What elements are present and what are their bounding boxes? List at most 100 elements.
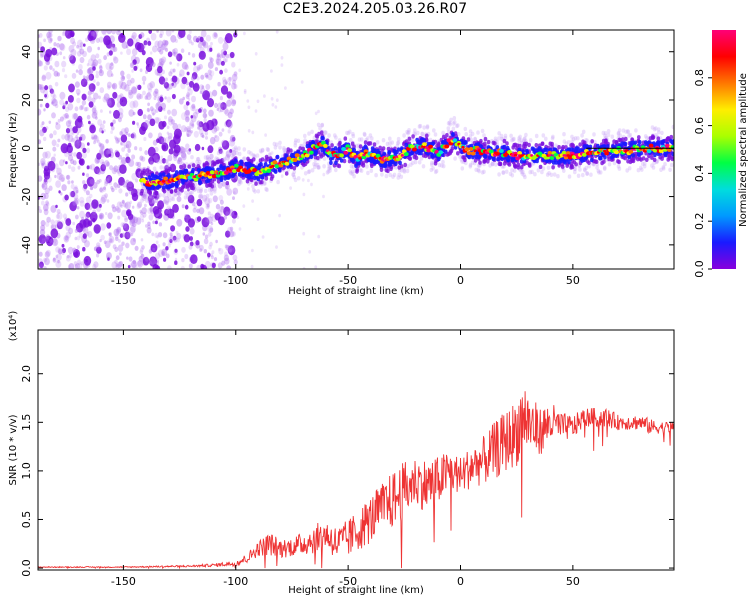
spectrogram-noise-cell — [65, 161, 68, 165]
spectrogram-cell — [253, 189, 257, 194]
spectrogram-noise-cell — [230, 94, 235, 100]
spectrogram-ridge-cell — [648, 143, 654, 148]
spectrogram-cell — [441, 140, 446, 145]
spectrogram-noise-cell — [129, 226, 136, 235]
spectrogram-noise-cell — [302, 192, 306, 197]
spectrogram-ridge-cell — [446, 138, 452, 143]
spectrogram-noise-cell — [106, 97, 112, 104]
spectrogram-noise-cell — [96, 179, 100, 185]
spectrogram-frame — [37, 29, 675, 270]
spectrogram-noise-cell — [120, 70, 125, 77]
spectrogram-noise-cell — [191, 41, 194, 46]
spectrogram-noise-cell — [90, 186, 94, 191]
spectrogram-noise-cell — [44, 150, 51, 159]
spectrogram-noise-cell — [44, 257, 50, 266]
spectrogram-noise-cell — [203, 238, 209, 245]
spectrogram-noise-cell — [119, 201, 124, 207]
spectrogram-noise-cell — [215, 58, 220, 63]
spectrogram-noise-cell — [212, 89, 218, 97]
spectrogram-cell — [292, 169, 297, 175]
spectrogram-noise-cell — [79, 196, 85, 204]
spectrogram-ytick-label: 20 — [20, 93, 33, 107]
spectrogram-cell — [522, 137, 527, 142]
spectrogram-cell — [190, 190, 194, 195]
spectrogram-noise-cell — [116, 229, 120, 234]
spectrogram-cell — [610, 134, 615, 139]
spectrogram-noise-cell — [45, 200, 49, 206]
spectrogram-noise-cell — [168, 116, 173, 123]
spectrogram-noise-cell — [124, 201, 131, 210]
spectrogram-noise-cell — [62, 213, 68, 219]
spectrogram-noise-cell — [91, 61, 97, 69]
spectrogram-noise-cell — [191, 105, 197, 112]
spectrogram-noise-cell — [51, 98, 58, 107]
spectrogram-noise-cell — [275, 98, 279, 102]
spectrogram-noise-cell — [59, 174, 65, 182]
spectrogram-noise-cell — [65, 175, 69, 180]
spectrogram-cell — [532, 149, 536, 154]
spectrogram-noise-cell — [132, 205, 135, 209]
spectrogram-noise-cell — [83, 255, 92, 266]
spectrogram-noise-cell — [210, 222, 214, 226]
spectrogram-cell — [665, 136, 670, 142]
spectrogram-noise-cell — [102, 186, 107, 192]
spectrogram-noise-cell — [243, 90, 247, 95]
spectrogram-cell — [592, 132, 596, 137]
spectrogram-cell — [597, 170, 601, 175]
spectrogram-cell — [551, 134, 555, 139]
spectrogram-cell — [386, 168, 390, 174]
spectrogram-noise-cell — [231, 61, 236, 68]
spectrogram-cell — [650, 125, 655, 130]
spectrogram-noise-cell — [96, 139, 100, 144]
spectrogram-cell — [580, 133, 584, 138]
spectrogram-cell — [483, 158, 488, 163]
spectrogram-noise-cell — [223, 215, 228, 220]
spectrogram-cell — [490, 161, 495, 166]
spectrogram-cell — [293, 177, 298, 183]
spectrogram-noise-cell — [114, 246, 119, 253]
spectrogram-noise-cell — [133, 65, 138, 71]
spectrogram-noise-cell — [48, 185, 53, 191]
spectrogram-noise-cell — [206, 216, 213, 224]
spectrogram-noise-cell — [125, 140, 132, 149]
spectrogram-cell — [469, 137, 474, 143]
spectrogram-noise-cell — [186, 192, 193, 200]
spectrogram-cell — [516, 162, 521, 167]
spectrogram-noise-cell — [186, 92, 191, 98]
spectrogram-cell — [498, 161, 503, 167]
spectrogram-noise-cell — [115, 255, 120, 261]
spectrogram-cell — [458, 154, 462, 159]
spectrogram-cell — [639, 165, 643, 170]
spectrogram-cell — [393, 161, 398, 167]
spectrogram-noise-cell — [229, 149, 233, 153]
spectrogram-noise-cell — [220, 85, 229, 95]
spectrogram-noise-cell — [116, 207, 121, 213]
spectrogram-peak-cell — [495, 151, 499, 155]
spectrogram-noise-cell — [62, 105, 66, 110]
spectrogram-cell — [230, 160, 234, 166]
spectrogram-noise-cell — [139, 209, 143, 214]
spectrogram-noise-cell — [243, 31, 246, 36]
spectrogram-cell — [234, 158, 238, 163]
spectrogram-cell — [621, 128, 626, 133]
spectrogram-noise-cell — [202, 232, 206, 236]
spectrogram-noise-cell — [168, 118, 174, 126]
spectrogram-cell — [616, 131, 621, 137]
spectrogram-noise-cell — [53, 42, 57, 47]
spectrogram-noise-cell — [280, 63, 284, 67]
spectrogram-noise-cell — [183, 148, 187, 153]
spectrogram-noise-cell — [181, 204, 185, 209]
spectrogram-noise-cell — [145, 224, 148, 228]
spectrogram-ridge-cell — [232, 169, 237, 173]
spectrogram-noise-cell — [206, 119, 215, 131]
spectrogram-noise-cell — [40, 241, 43, 246]
spectrogram-noise-cell — [191, 123, 194, 127]
spectrogram-noise-cell — [205, 34, 211, 42]
spectrogram-noise-cell — [228, 209, 234, 217]
spectrogram-cell — [164, 168, 169, 173]
spectrogram-cell — [583, 168, 587, 173]
spectrogram-cell — [158, 192, 162, 198]
spectrogram-cell — [425, 125, 430, 130]
spectrogram-ridge-cell — [561, 150, 567, 155]
spectrogram-noise-cell — [172, 203, 179, 213]
